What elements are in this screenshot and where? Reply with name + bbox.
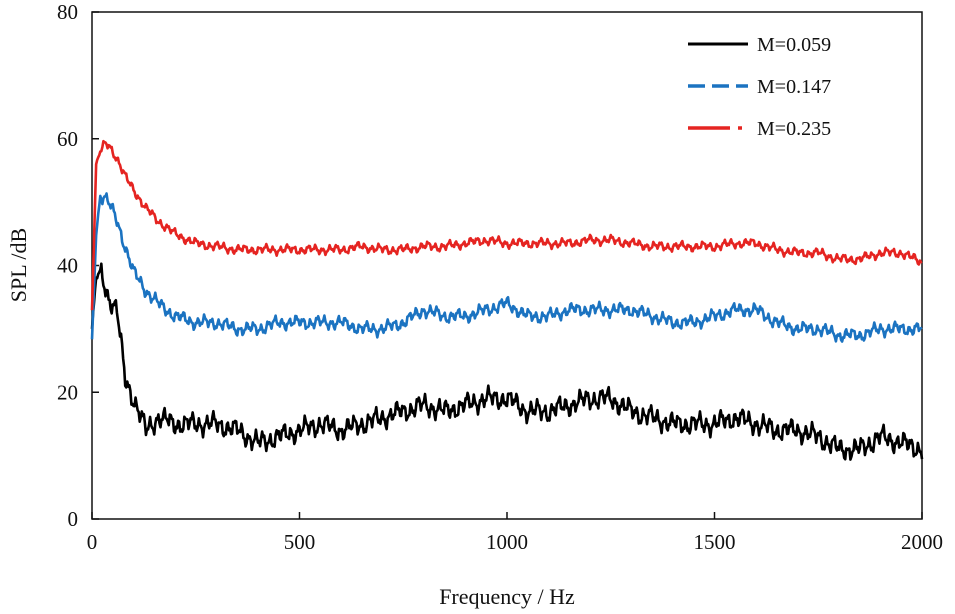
y-axis: 0 20 40 60 80 [57, 0, 99, 531]
y-tick-label: 0 [68, 507, 79, 531]
legend-label: M=0.235 [757, 118, 831, 140]
legend: M=0.059 M=0.147 M=0.235 [688, 34, 831, 140]
x-tick-label: 1500 [694, 530, 736, 554]
x-tick-label: 1000 [486, 530, 528, 554]
y-tick-label: 20 [57, 380, 78, 404]
series-layer [90, 139, 924, 461]
y-tick-label: 80 [57, 0, 78, 24]
y-tick-label: 40 [57, 254, 78, 278]
x-tick-label: 500 [284, 530, 316, 554]
legend-label: M=0.147 [757, 76, 831, 98]
x-tick-label: 2000 [901, 530, 943, 554]
y-tick-label: 60 [57, 127, 78, 151]
series-line [90, 262, 924, 461]
legend-label: M=0.059 [757, 34, 831, 56]
x-tick-label: 0 [87, 530, 98, 554]
x-axis-title: Frequency / Hz [439, 584, 575, 609]
series-line [90, 192, 923, 343]
y-axis-title: SPL /dB [6, 228, 31, 302]
x-axis: 0 500 1000 1500 2000 [87, 512, 943, 554]
series-line [90, 139, 923, 311]
